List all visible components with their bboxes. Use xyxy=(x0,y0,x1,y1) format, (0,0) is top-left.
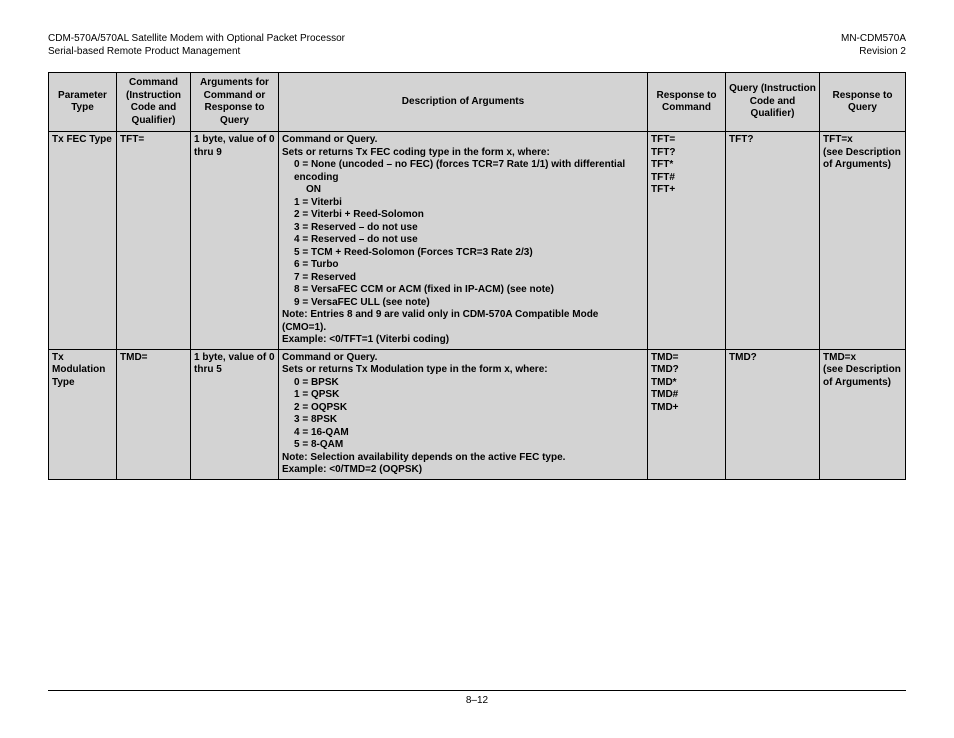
cell-response-query: TFT=x(see Descriptionof Arguments) xyxy=(820,132,906,350)
page-header: CDM-570A/570AL Satellite Modem with Opti… xyxy=(48,32,906,58)
doc-revision: Revision 2 xyxy=(841,45,906,58)
page-footer: 8–12 xyxy=(48,690,906,706)
cell-description: Command or Query.Sets or returns Tx FEC … xyxy=(279,132,648,350)
doc-title: CDM-570A/570AL Satellite Modem with Opti… xyxy=(48,32,345,45)
cell-response-command: TMD=TMD?TMD*TMD#TMD+ xyxy=(648,349,726,479)
cell-response-command: TFT=TFT?TFT*TFT#TFT+ xyxy=(648,132,726,350)
table-row: Tx Modulation TypeTMD=1 byte, value of 0… xyxy=(49,349,906,479)
header-left: CDM-570A/570AL Satellite Modem with Opti… xyxy=(48,32,345,58)
header-right: MN-CDM570A Revision 2 xyxy=(841,32,906,58)
cell-arguments: 1 byte, value of 0thru 5 xyxy=(191,349,279,479)
table-header-row: Parameter Type Command (Instruction Code… xyxy=(49,73,906,132)
col-parameter-type: Parameter Type xyxy=(49,73,117,132)
col-response-command: Response to Command xyxy=(648,73,726,132)
cell-query: TMD? xyxy=(726,349,820,479)
cell-response-query: TMD=x(see Descriptionof Arguments) xyxy=(820,349,906,479)
cell-command: TMD= xyxy=(117,349,191,479)
table-row: Tx FEC TypeTFT=1 byte, value of 0thru 9C… xyxy=(49,132,906,350)
cell-description: Command or Query.Sets or returns Tx Modu… xyxy=(279,349,648,479)
col-response-query: Response to Query xyxy=(820,73,906,132)
col-description: Description of Arguments xyxy=(279,73,648,132)
parameter-table: Parameter Type Command (Instruction Code… xyxy=(48,72,906,480)
cell-query: TFT? xyxy=(726,132,820,350)
cell-param: Tx Modulation Type xyxy=(49,349,117,479)
doc-subtitle: Serial-based Remote Product Management xyxy=(48,45,345,58)
cell-command: TFT= xyxy=(117,132,191,350)
col-arguments: Arguments for Command or Response to Que… xyxy=(191,73,279,132)
cell-param: Tx FEC Type xyxy=(49,132,117,350)
page-number: 8–12 xyxy=(466,695,488,706)
col-command: Command (Instruction Code and Qualifier) xyxy=(117,73,191,132)
col-query: Query (Instruction Code and Qualifier) xyxy=(726,73,820,132)
doc-code: MN-CDM570A xyxy=(841,32,906,45)
cell-arguments: 1 byte, value of 0thru 9 xyxy=(191,132,279,350)
